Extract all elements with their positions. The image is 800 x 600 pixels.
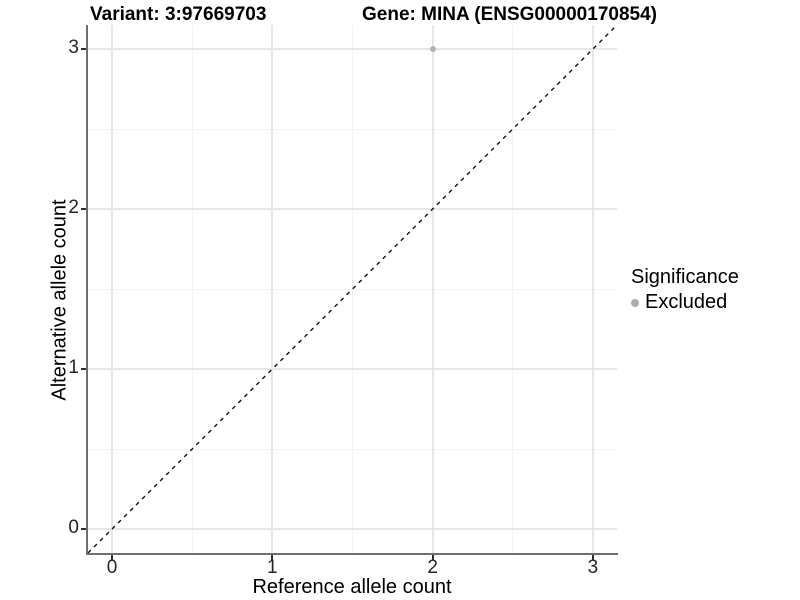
x-tick-label: 2 xyxy=(427,557,438,578)
x-tick-label: 3 xyxy=(587,557,599,578)
major-gridline xyxy=(271,25,274,553)
minor-gridline xyxy=(88,448,617,450)
x-tick-mark xyxy=(111,555,114,560)
y-tick-mark xyxy=(81,48,86,50)
major-gridline xyxy=(591,25,594,553)
plot-panel xyxy=(88,25,617,553)
x-tick-label: 1 xyxy=(267,557,278,578)
legend-item-excluded: Excluded xyxy=(631,291,739,314)
y-axis-line xyxy=(86,25,88,555)
data-point-excluded xyxy=(429,46,436,52)
major-gridline xyxy=(88,528,617,530)
x-tick-mark xyxy=(591,555,594,560)
plot-title-variant: Variant: 3:97669703 xyxy=(90,4,267,25)
identity-dashed-line xyxy=(88,25,617,553)
x-tick-mark xyxy=(431,555,434,560)
y-tick-label: 3 xyxy=(68,36,79,58)
y-tick-mark xyxy=(81,368,86,370)
x-axis-line xyxy=(86,553,618,555)
major-gridline xyxy=(431,25,434,553)
legend-item-label: Excluded xyxy=(645,291,728,313)
y-tick-mark xyxy=(81,528,86,530)
major-gridline xyxy=(88,368,617,370)
y-tick-label: 1 xyxy=(68,356,79,378)
y-tick-mark xyxy=(81,208,86,210)
legend-title: Significance xyxy=(631,266,739,288)
major-gridline xyxy=(111,25,114,553)
excluded-point-icon xyxy=(631,298,639,307)
x-axis-title: Reference allele count xyxy=(252,576,452,598)
y-axis-title: Alternative allele count xyxy=(48,199,71,401)
plot-title-gene: Gene: MINA (ENSG00000170854) xyxy=(362,4,657,25)
legend: Significance Excluded xyxy=(631,266,739,314)
major-gridline xyxy=(88,48,617,50)
minor-gridline xyxy=(88,128,617,130)
y-tick-label: 0 xyxy=(68,516,79,538)
x-tick-mark xyxy=(271,555,274,560)
x-tick-label: 0 xyxy=(106,557,118,578)
minor-gridline xyxy=(88,288,617,290)
y-tick-label: 2 xyxy=(68,196,79,218)
major-gridline xyxy=(88,208,617,210)
